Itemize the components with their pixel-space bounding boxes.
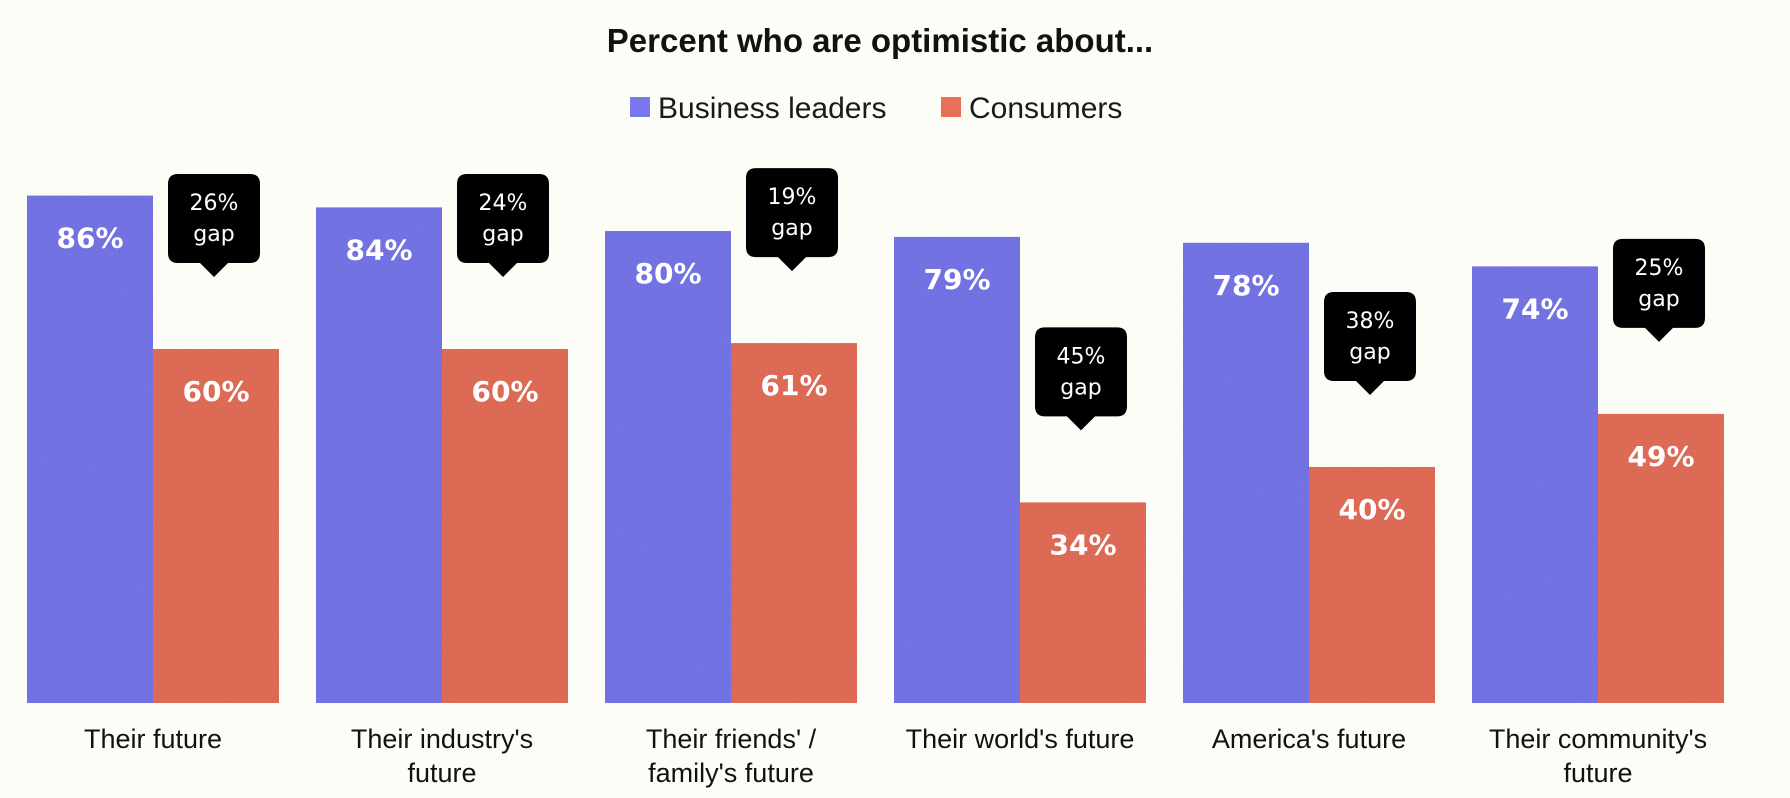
value-label-consumers-cat-5: 49% bbox=[1627, 440, 1694, 473]
value-label-business-leaders-cat-5: 74% bbox=[1501, 292, 1568, 325]
bar-consumers-cat-4 bbox=[1309, 467, 1435, 703]
bar-consumers-cat-3 bbox=[1020, 502, 1146, 703]
gap-value-cat-2: 19% bbox=[768, 185, 817, 210]
gap-callout-bubble-cat-3 bbox=[1035, 327, 1127, 431]
gap-callout-bubble-cat-2 bbox=[746, 168, 838, 272]
gap-callout-cat-4: 38% gap bbox=[1324, 292, 1416, 395]
bar-consumers-cat-1 bbox=[442, 349, 568, 703]
value-label-consumers-cat-4: 40% bbox=[1338, 493, 1405, 526]
legend: Business leaders Consumers bbox=[630, 92, 1122, 125]
legend-label-business-leaders: Business leaders bbox=[658, 92, 886, 125]
category-labels-layer: Their future Their industry's future Their … bbox=[84, 724, 1707, 788]
gap-value-cat-5: 25% bbox=[1635, 256, 1684, 281]
gap-callout-cat-3: 45% gap bbox=[1035, 327, 1127, 431]
value-label-business-leaders-cat-0: 86% bbox=[56, 222, 123, 255]
value-label-business-leaders-cat-3: 79% bbox=[923, 263, 990, 296]
bar-business-leaders-cat-2 bbox=[605, 231, 731, 703]
gap-value-cat-0: 26% bbox=[190, 191, 239, 216]
category-label-cat-2-line-0: Their friends' / bbox=[646, 724, 817, 754]
category-label-cat-5-line-0: Their community's bbox=[1489, 724, 1707, 754]
gap-word-cat-0: gap bbox=[193, 222, 234, 247]
bar-business-leaders-cat-1 bbox=[316, 207, 442, 703]
gap-word-cat-5: gap bbox=[1638, 287, 1679, 312]
gap-callout-bubble-cat-5 bbox=[1613, 238, 1705, 342]
chart-title: Percent who are optimistic about... bbox=[607, 22, 1153, 59]
value-label-consumers-cat-0: 60% bbox=[182, 375, 249, 408]
gap-word-cat-3: gap bbox=[1060, 375, 1101, 400]
legend-label-consumers: Consumers bbox=[969, 92, 1122, 125]
gap-callout-cat-1: 24% gap bbox=[457, 174, 549, 277]
category-label-cat-5-line-1: future bbox=[1563, 758, 1632, 788]
gap-callouts-layer: 26% gap 24% gap 19% gap 45% gap 38% gap 25% gap bbox=[168, 168, 1705, 431]
value-label-business-leaders-cat-1: 84% bbox=[345, 233, 412, 266]
gap-word-cat-2: gap bbox=[771, 216, 812, 241]
bar-consumers-cat-0 bbox=[153, 349, 279, 703]
value-label-consumers-cat-1: 60% bbox=[471, 375, 538, 408]
gap-callout-cat-5: 25% gap bbox=[1613, 238, 1705, 342]
bar-business-leaders-cat-5 bbox=[1472, 266, 1598, 703]
bar-consumers-cat-5 bbox=[1598, 413, 1724, 703]
gap-callout-bubble-cat-4 bbox=[1324, 292, 1416, 395]
bar-business-leaders-cat-0 bbox=[27, 195, 153, 703]
gap-value-cat-4: 38% bbox=[1346, 309, 1395, 334]
category-label-cat-3: Their world's future bbox=[906, 724, 1135, 754]
bar-business-leaders-cat-4 bbox=[1183, 242, 1309, 704]
value-label-consumers-cat-2: 61% bbox=[760, 369, 827, 402]
value-label-business-leaders-cat-2: 80% bbox=[634, 257, 701, 290]
gap-callout-bubble-cat-0 bbox=[168, 174, 260, 277]
category-label-cat-0: Their future bbox=[84, 724, 222, 754]
bar-business-leaders-cat-3 bbox=[894, 236, 1020, 703]
category-label-cat-1-line-0: Their industry's bbox=[351, 724, 533, 754]
legend-swatch-business-leaders bbox=[630, 97, 650, 117]
gap-value-cat-1: 24% bbox=[479, 191, 528, 216]
value-label-business-leaders-cat-4: 78% bbox=[1212, 269, 1279, 302]
category-label-cat-4: America's future bbox=[1212, 724, 1406, 754]
bars-layer bbox=[27, 195, 1724, 704]
legend-swatch-consumers bbox=[941, 97, 961, 117]
gap-callout-bubble-cat-1 bbox=[457, 174, 549, 277]
gap-value-cat-3: 45% bbox=[1057, 344, 1106, 369]
category-label-cat-1-line-1: future bbox=[407, 758, 476, 788]
gap-word-cat-1: gap bbox=[482, 222, 523, 247]
bar-labels-layer: 86% 60% 84% 60% 80% 61% 79% 34% 78% 40% 74% 49% bbox=[56, 222, 1694, 562]
bar-consumers-cat-2 bbox=[731, 343, 857, 703]
gap-callout-cat-2: 19% gap bbox=[746, 168, 838, 272]
value-label-consumers-cat-3: 34% bbox=[1049, 528, 1116, 561]
gap-word-cat-4: gap bbox=[1349, 340, 1390, 365]
gap-callout-cat-0: 26% gap bbox=[168, 174, 260, 277]
category-label-cat-2-line-1: family's future bbox=[648, 758, 814, 788]
